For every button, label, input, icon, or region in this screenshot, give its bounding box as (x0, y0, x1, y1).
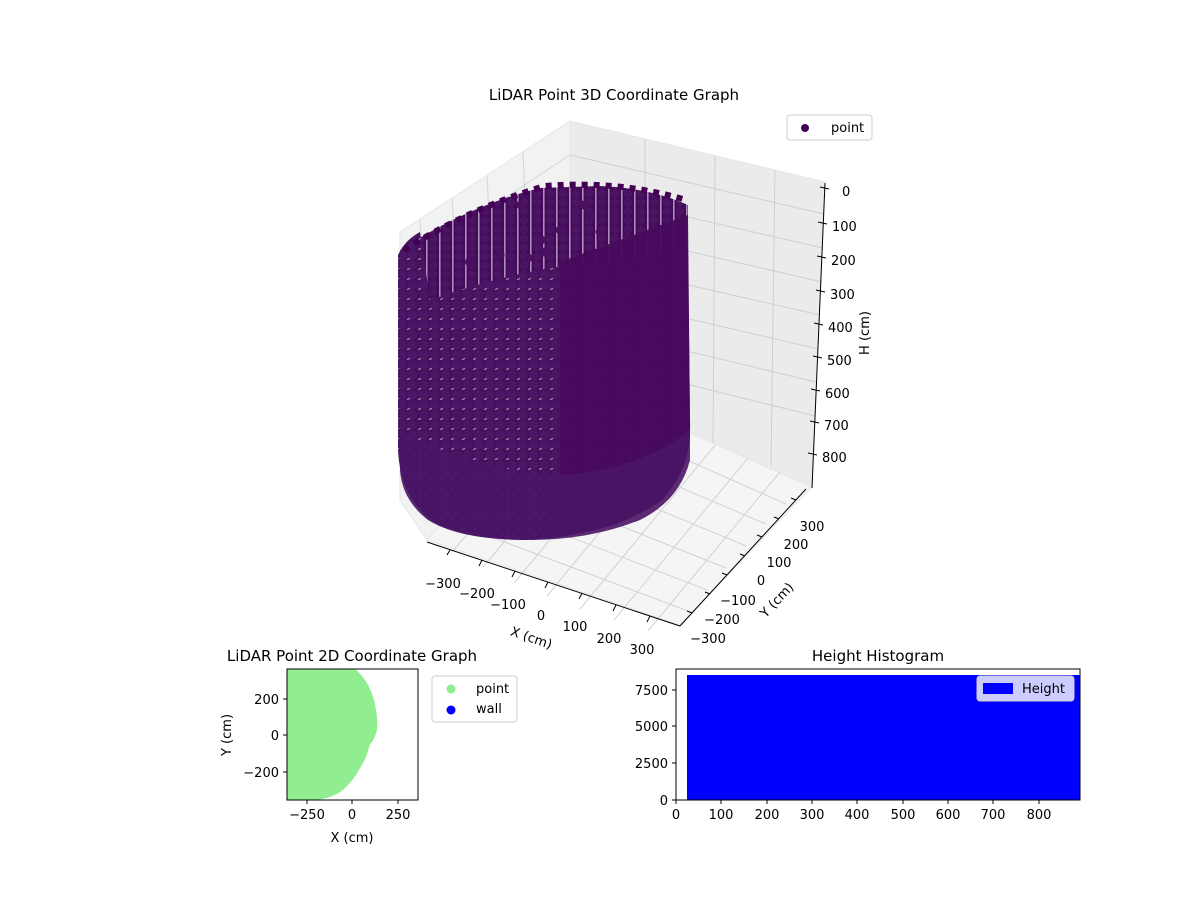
x-tick-labels-histogram: 0 100 200 300 400 500 600 700 800 (672, 808, 1052, 823)
x-tick-labels-2d: −250 0 250 (289, 808, 410, 823)
svg-text:500: 500 (827, 354, 852, 369)
svg-text:0: 0 (757, 574, 765, 589)
z-axis-line-3d (811, 182, 826, 489)
svg-text:400: 400 (828, 321, 853, 336)
svg-text:100: 100 (563, 620, 588, 635)
y-tick-labels-2d: 200 0 −200 (243, 693, 279, 781)
legend-label-point-2d: point (476, 682, 509, 697)
svg-text:−100: −100 (720, 594, 756, 609)
svg-text:600: 600 (936, 808, 961, 823)
chart-title-3d: LiDAR Point 3D Coordinate Graph (489, 86, 739, 104)
svg-text:300: 300 (800, 808, 825, 823)
height-histogram: Height Histogram 0 2500 5000 7500 (635, 647, 1081, 823)
svg-text:500: 500 (891, 808, 916, 823)
svg-text:600: 600 (825, 387, 850, 402)
svg-text:800: 800 (1027, 808, 1052, 823)
axes-frame-histogram (675, 668, 1081, 801)
point-area-2d (287, 669, 378, 800)
legend-marker-point-2d (446, 684, 456, 694)
svg-text:200: 200 (755, 808, 780, 823)
svg-text:300: 300 (830, 288, 855, 303)
legend-label-wall-2d: wall (476, 702, 502, 717)
svg-text:2500: 2500 (635, 757, 668, 772)
z-tick-labels-3d: 0 100 200 300 400 500 600 700 800 (822, 185, 857, 466)
svg-text:0: 0 (660, 794, 668, 809)
svg-text:200: 200 (597, 632, 622, 647)
chart-title-histogram: Height Histogram (812, 647, 944, 665)
y-axis-label-2d: Y (cm) (220, 714, 235, 757)
x-tick-labels-3d: −300 −200 −100 0 100 200 300 (425, 577, 654, 658)
legend-marker-point (801, 124, 809, 132)
svg-text:250: 250 (386, 808, 411, 823)
legend-label-height: Height (1022, 682, 1065, 697)
svg-text:400: 400 (845, 808, 870, 823)
point-region-2d (287, 669, 378, 800)
svg-text:100: 100 (832, 220, 857, 235)
svg-text:−250: −250 (289, 808, 325, 823)
lidar-2d-plot: LiDAR Point 2D Coordinate Graph 200 0 −2… (220, 647, 518, 846)
svg-text:300: 300 (800, 520, 825, 535)
legend-2d: point wall (431, 675, 518, 723)
x-ticks-3d (446, 549, 651, 623)
y-ticks-2d (283, 698, 287, 773)
legend-3d: point (786, 114, 873, 141)
x-axis-line-3d (426, 541, 681, 627)
svg-text:0: 0 (842, 185, 850, 200)
svg-text:0: 0 (271, 729, 279, 744)
svg-text:800: 800 (822, 451, 847, 466)
cloud-bottom-band (400, 430, 690, 540)
x-ticks-histogram (675, 800, 1040, 804)
svg-text:300: 300 (630, 643, 655, 658)
svg-text:−200: −200 (704, 613, 740, 628)
y-tick-labels-histogram: 0 2500 5000 7500 (635, 684, 668, 809)
x-axis-label-2d: X (cm) (331, 831, 374, 846)
svg-text:7500: 7500 (635, 684, 668, 699)
legend-label-point: point (831, 121, 864, 136)
y-axis-line-3d (679, 488, 807, 627)
svg-text:−100: −100 (490, 598, 526, 613)
cloud-rim-dots (402, 181, 687, 253)
chart-title-2d: LiDAR Point 2D Coordinate Graph (227, 647, 477, 665)
svg-text:700: 700 (824, 419, 849, 434)
svg-text:5000: 5000 (635, 720, 668, 735)
z-axis-label-3d: H (cm) (858, 311, 873, 355)
legend-box-histogram (976, 675, 1075, 702)
svg-text:200: 200 (831, 254, 856, 269)
y-ticks-histogram (672, 689, 676, 801)
legend-marker-wall-2d (446, 705, 456, 715)
legend-histogram: Height (976, 675, 1075, 702)
z-ticks-3d (807, 186, 830, 456)
svg-text:−200: −200 (459, 587, 495, 602)
y-tick-labels-3d: −300 −200 −100 0 100 200 300 (690, 520, 824, 647)
lidar-3d-plot: LiDAR Point 3D Coordinate Graph (398, 86, 873, 658)
svg-text:200: 200 (254, 693, 279, 708)
legend-patch-height (983, 683, 1013, 694)
y-ticks-3d (686, 497, 797, 614)
x-ticks-2d (306, 800, 399, 804)
svg-text:−300: −300 (690, 632, 726, 647)
svg-text:700: 700 (981, 808, 1006, 823)
svg-text:100: 100 (767, 556, 792, 571)
svg-text:0: 0 (348, 808, 356, 823)
svg-text:0: 0 (537, 609, 545, 624)
svg-text:200: 200 (784, 538, 809, 553)
svg-text:−200: −200 (243, 766, 279, 781)
svg-text:0: 0 (672, 808, 680, 823)
svg-text:−300: −300 (425, 577, 461, 592)
point-cloud-3d (398, 181, 691, 540)
svg-text:100: 100 (709, 808, 734, 823)
legend-box-3d (786, 114, 873, 141)
cloud-inner-points (465, 200, 605, 273)
